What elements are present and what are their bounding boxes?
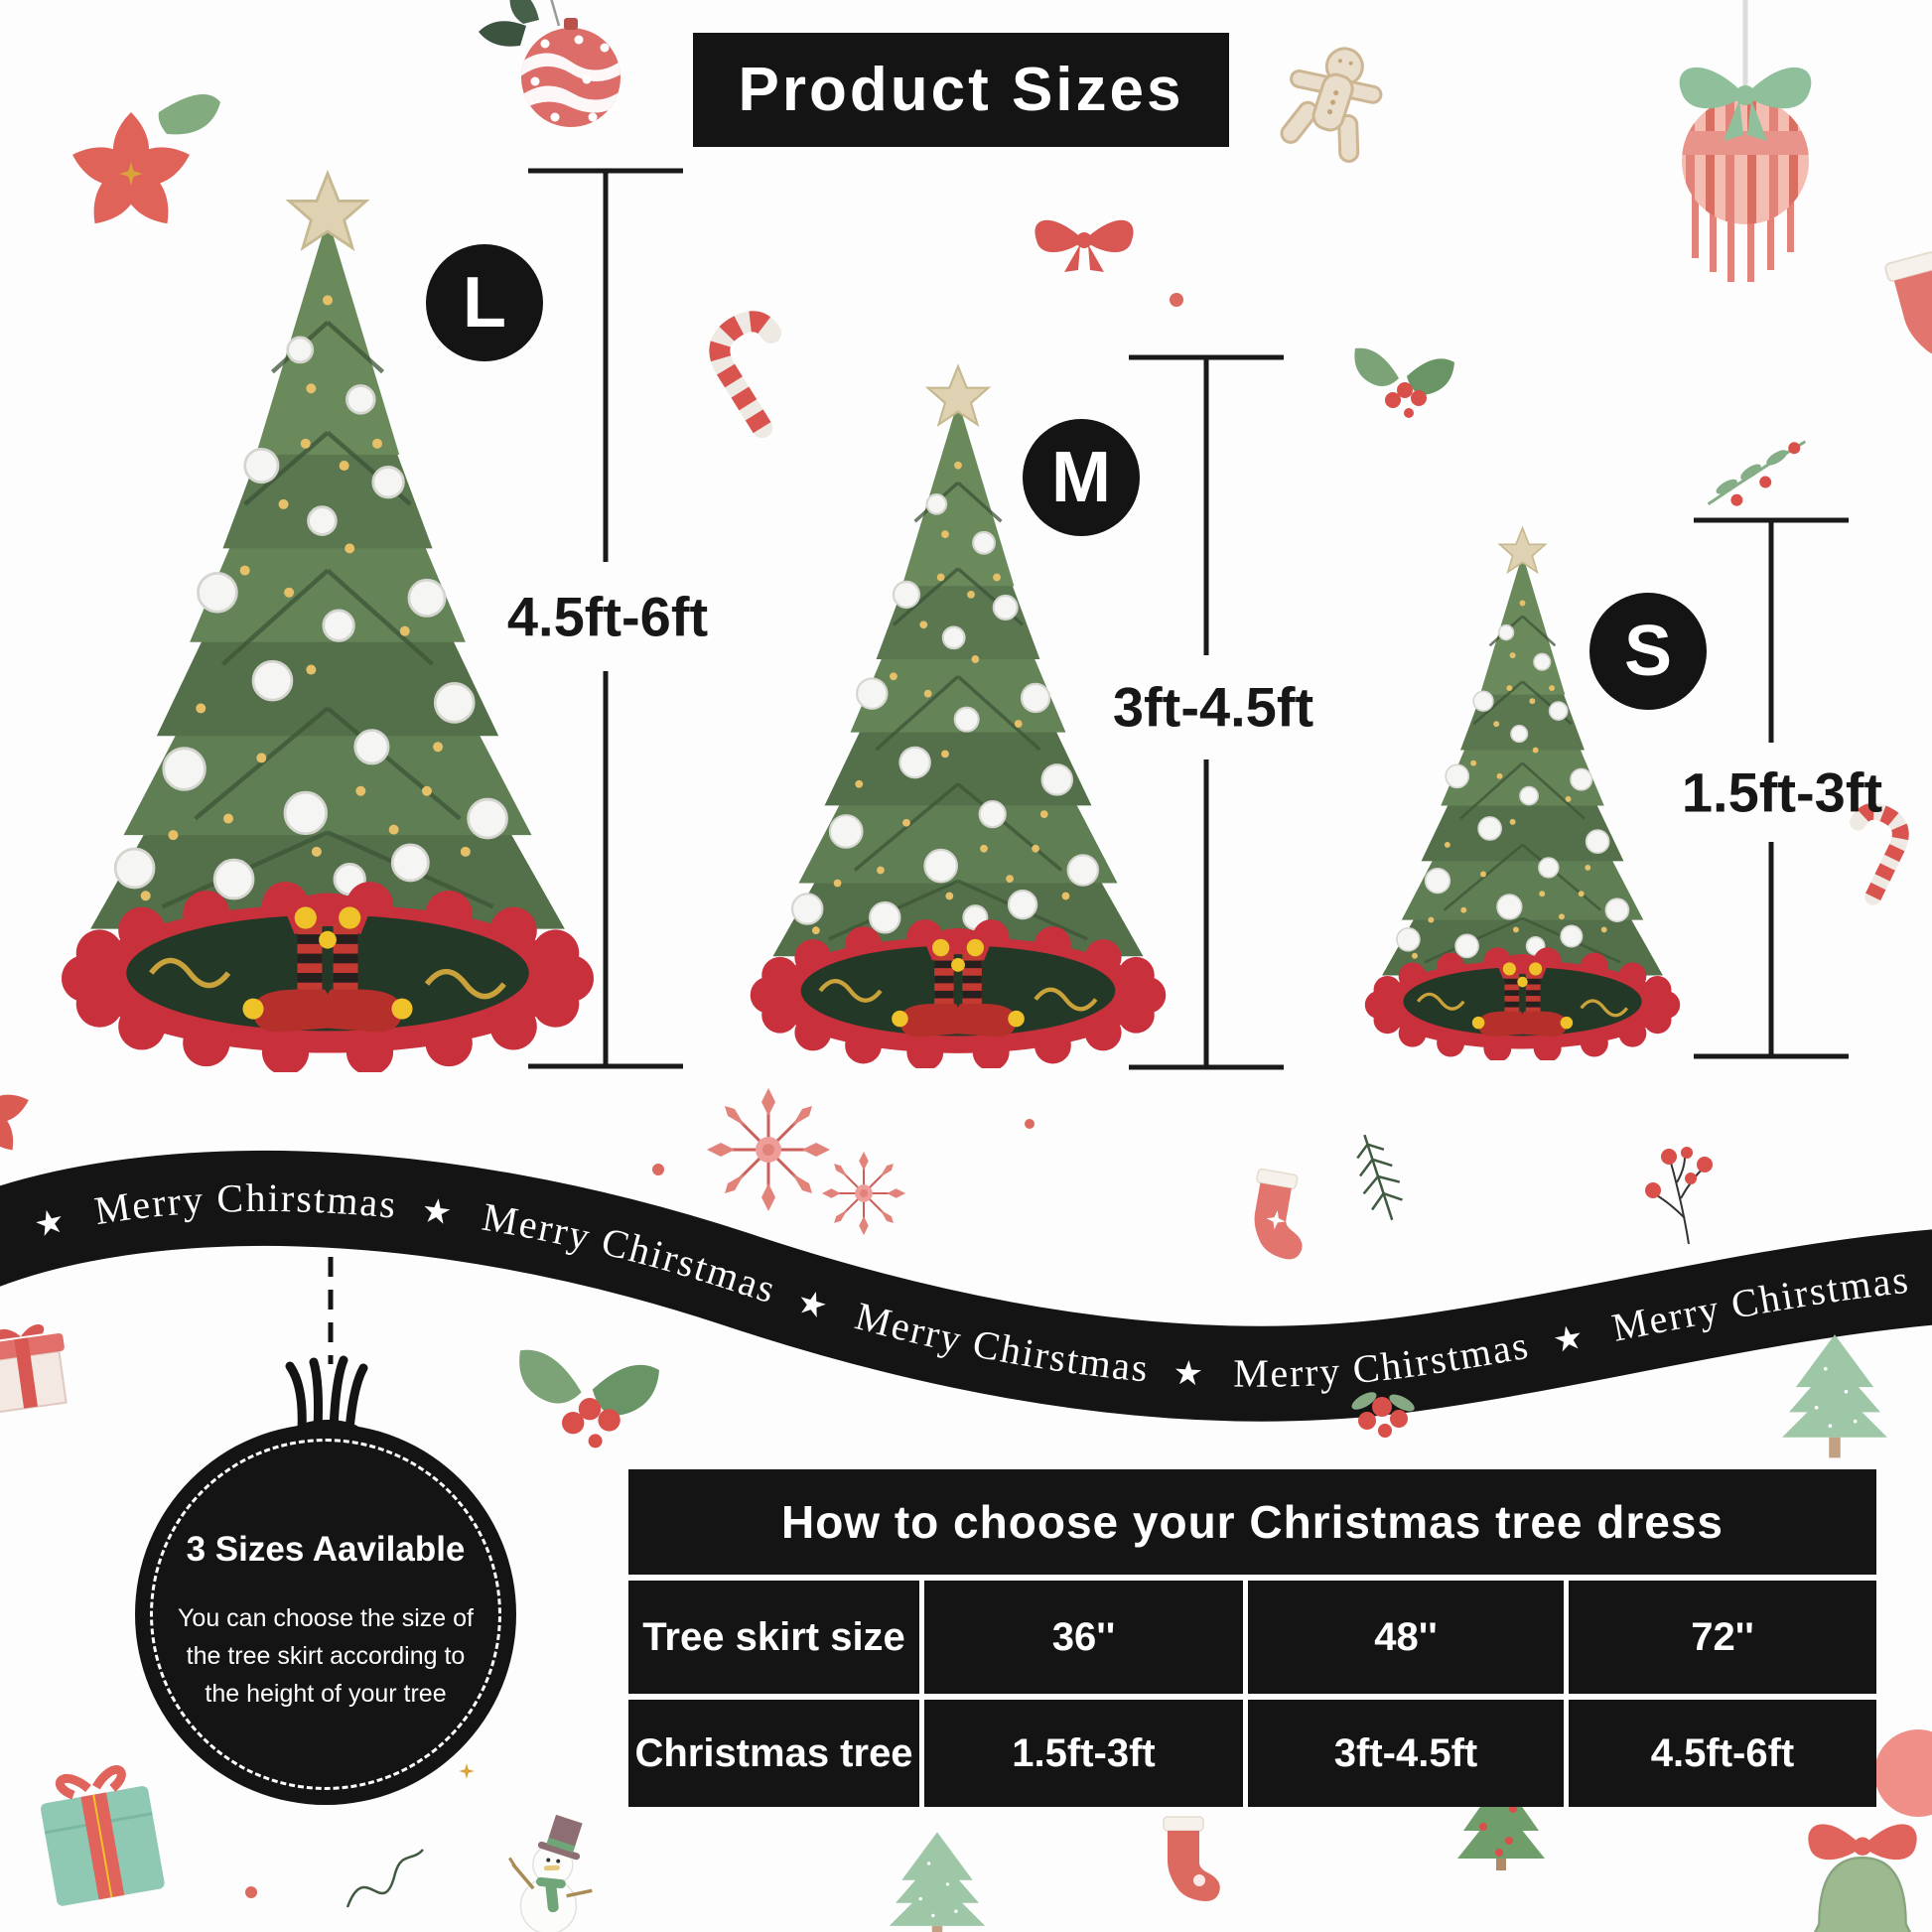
stocking-icon <box>1163 1816 1221 1902</box>
ornament-ball-icon <box>1874 1729 1932 1817</box>
snowman-icon <box>508 1814 593 1932</box>
height-range-m: 3ft-4.5ft <box>1112 675 1314 739</box>
stocking-icon <box>1883 244 1932 372</box>
badge-body: You can choose the size of the tree skir… <box>178 1604 474 1708</box>
snowflake-icon <box>705 1086 832 1213</box>
mint-tree-icon <box>1782 1334 1887 1458</box>
table-cell: 36'' <box>924 1581 1243 1694</box>
table-row-header: Tree skirt size <box>628 1581 919 1694</box>
ribbon-star-icon: ★ <box>419 1190 454 1234</box>
size-badge-m: M <box>1023 419 1140 536</box>
holly-berries-icon <box>1351 1392 1415 1438</box>
dimension-lines <box>528 168 1849 1070</box>
size-table: How to choose your Christmas tree dress … <box>628 1469 1876 1807</box>
size-letter: M <box>1051 438 1111 517</box>
mint-tree-icon <box>889 1832 986 1932</box>
stocking-icon <box>1243 1168 1315 1263</box>
height-range-l: 4.5ft-6ft <box>506 585 709 648</box>
badge-dashed-ring: 3 Sizes Aavilable You can choose the siz… <box>150 1439 501 1790</box>
ribbon-star-icon: ★ <box>1172 1353 1204 1395</box>
poinsettia-icon <box>72 94 220 224</box>
table-cell: 1.5ft-3ft <box>924 1700 1243 1807</box>
dimension-line-l <box>528 168 683 1069</box>
gift-box-icon <box>0 1324 68 1414</box>
size-badge-s: S <box>1589 593 1707 710</box>
sizes-available-badge: 3 Sizes Aavilable You can choose the siz… <box>135 1424 516 1805</box>
polka-dot-ornament-icon <box>479 0 621 127</box>
dimension-line-s <box>1694 517 1849 1059</box>
size-badge-l: L <box>426 244 543 361</box>
squiggle-icon <box>345 1849 424 1908</box>
table-cell: 72'' <box>1569 1581 1876 1694</box>
table-cell: 3ft-4.5ft <box>1248 1700 1564 1807</box>
merry-christmas-ribbon: Merry Chirstmas Merry Chirstmas Merry Ch… <box>0 1150 1932 1448</box>
gingerbread-man-icon <box>1280 47 1383 163</box>
teal-gift-icon <box>40 1765 165 1906</box>
striped-ornament-with-bow-icon <box>1679 0 1812 282</box>
berry-branch-icon <box>1645 1147 1713 1245</box>
holly-icon <box>1354 347 1454 418</box>
table-row-header: Christmas tree <box>628 1700 919 1807</box>
table-title: How to choose your Christmas tree dress <box>628 1469 1876 1575</box>
red-dot-icon <box>245 293 1183 1898</box>
ribbon-star-icon: ★ <box>1550 1316 1587 1361</box>
snowflake-icon <box>820 1150 907 1237</box>
red-bow-icon <box>1035 219 1134 272</box>
table-cell: 48'' <box>1248 1581 1564 1694</box>
title-bar: Product Sizes <box>693 33 1229 147</box>
holly-icon <box>519 1349 659 1449</box>
pine-sprig-icon <box>1356 1134 1403 1221</box>
poinsettia-icon <box>0 1094 29 1151</box>
size-letter: L <box>463 263 506 343</box>
table-cell: 4.5ft-6ft <box>1569 1700 1876 1807</box>
bell-icon <box>1808 1824 1917 1932</box>
ornament-tassel <box>285 1355 368 1435</box>
height-range-s: 1.5ft-3ft <box>1681 760 1883 824</box>
berry-sprig-icon <box>1707 440 1807 506</box>
dimension-line-m <box>1129 354 1284 1070</box>
badge-title: 3 Sizes Aavilable <box>186 1530 466 1569</box>
size-letter: S <box>1623 612 1673 691</box>
page-title: Product Sizes <box>738 56 1184 124</box>
